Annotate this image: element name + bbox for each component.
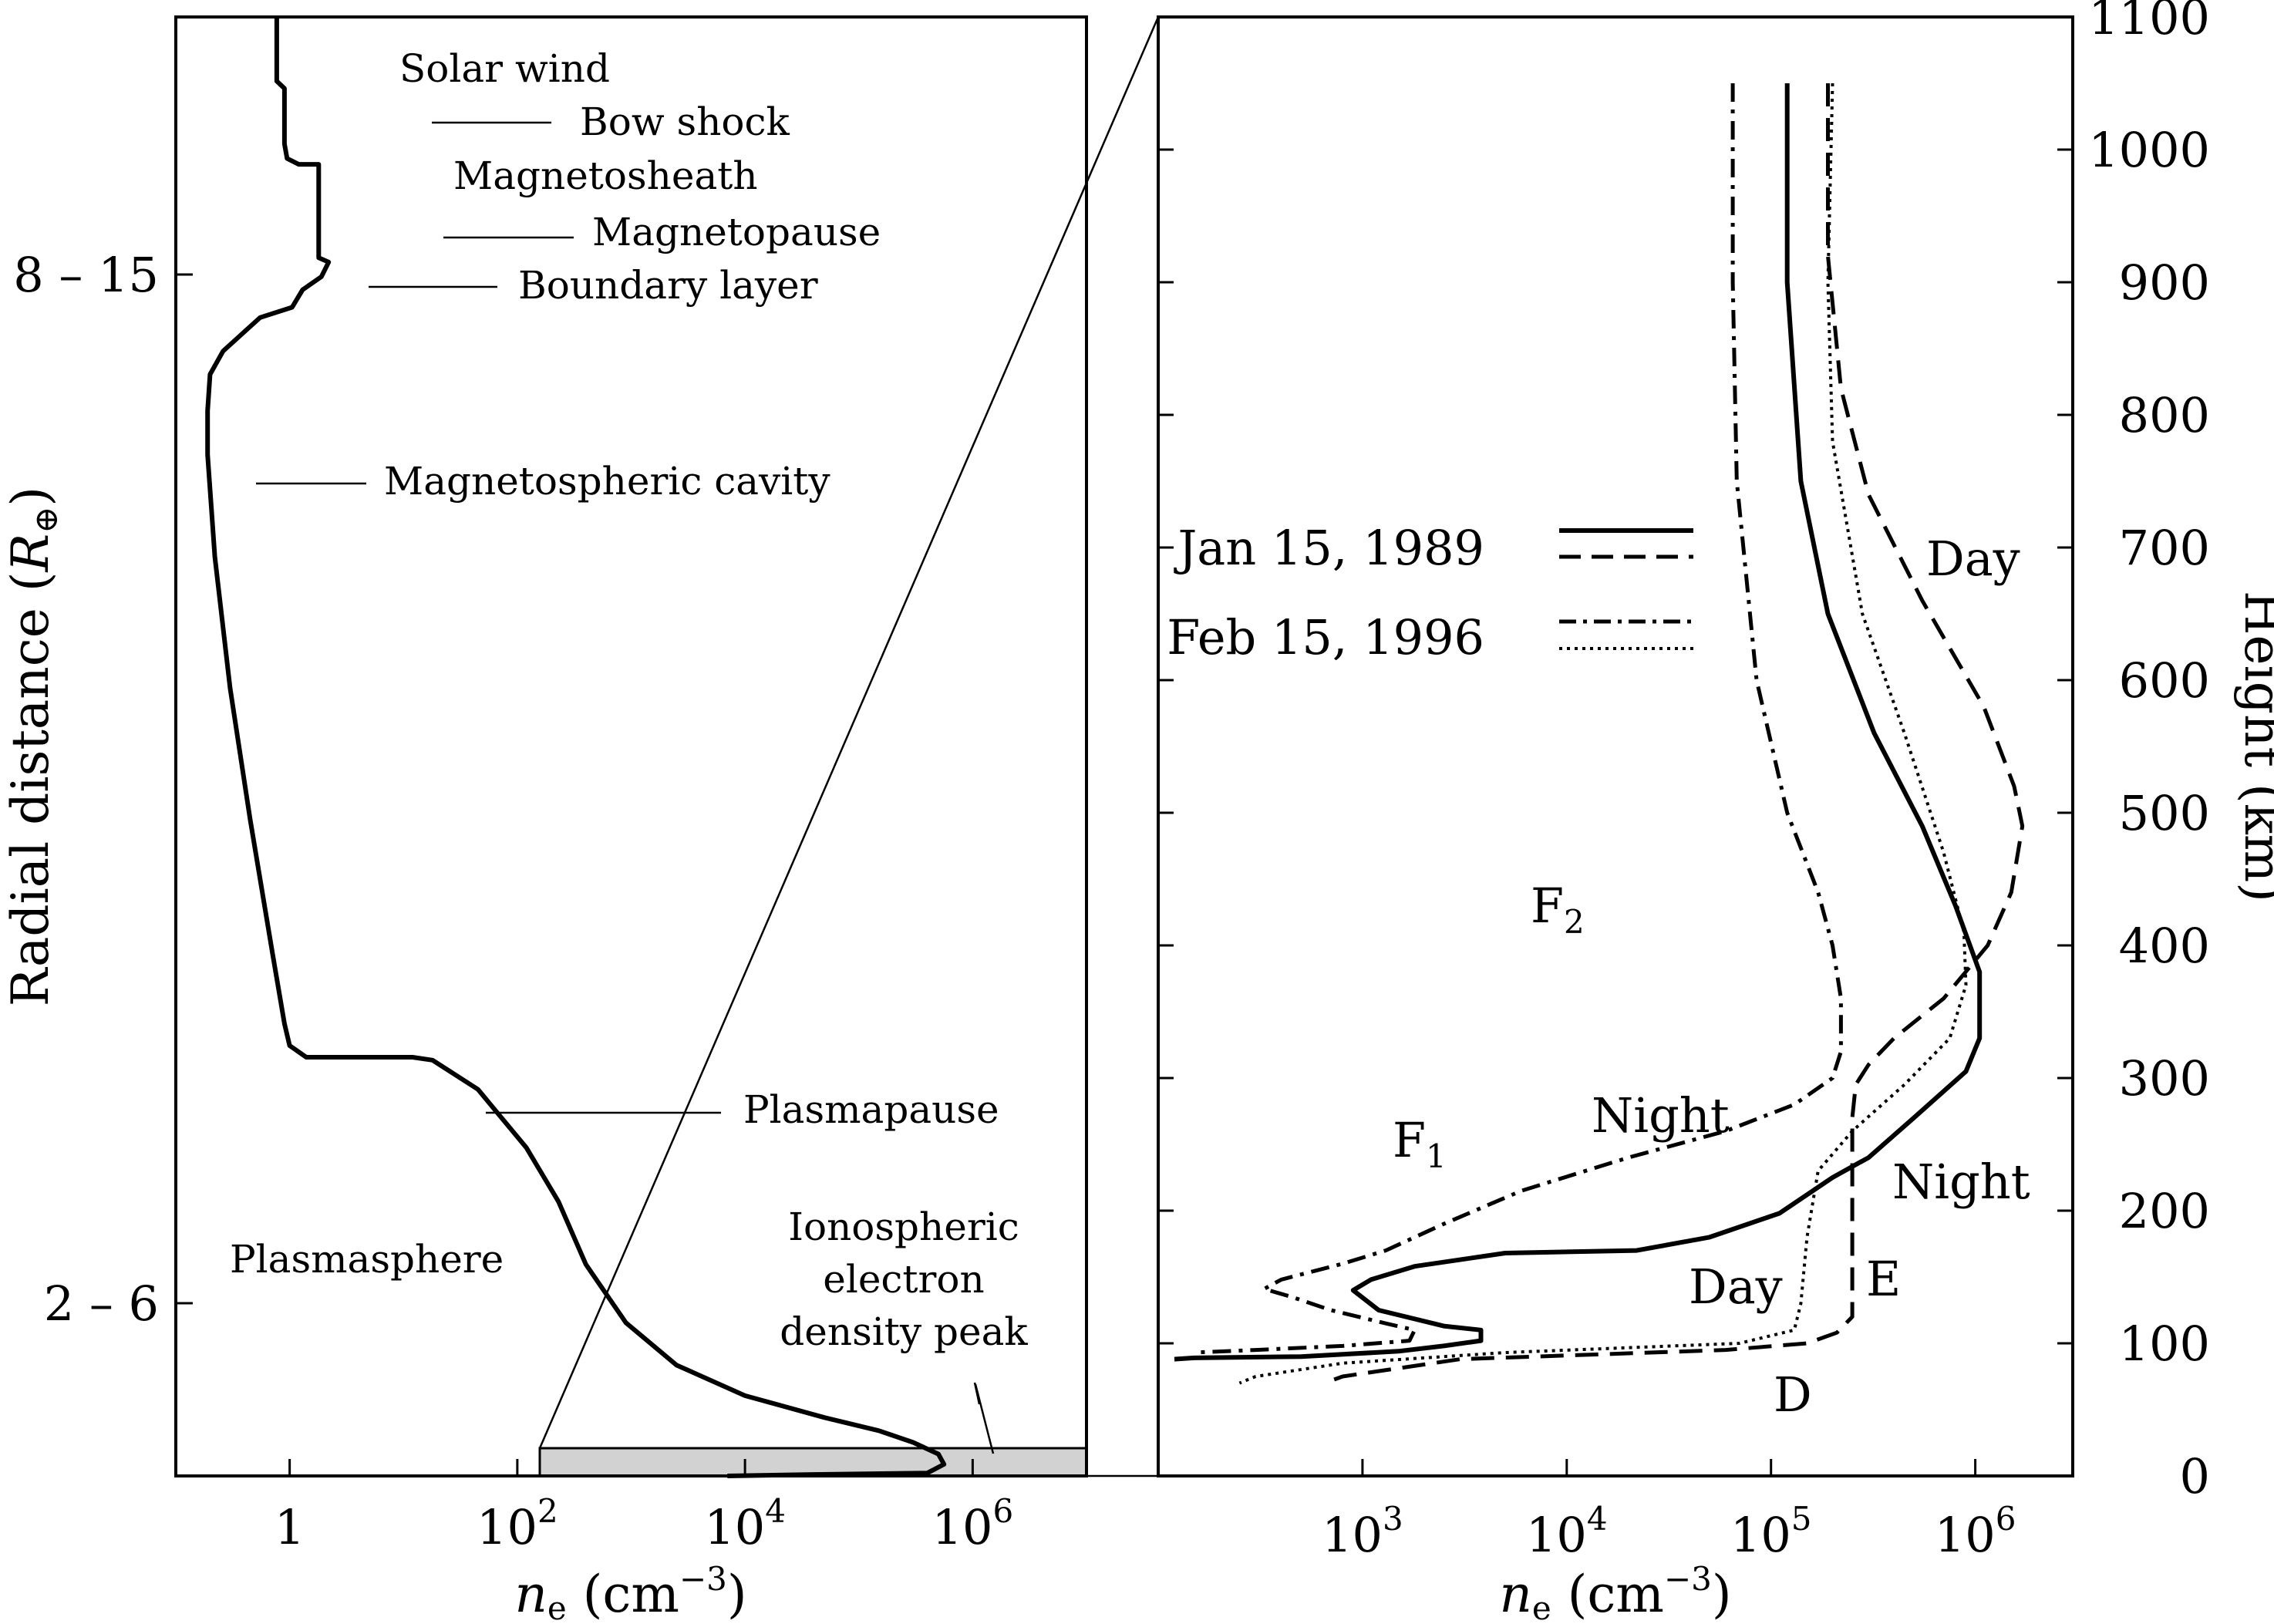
right-y-ticks: 0 100 200 300 400 500 600 700 800 900 1000 1100 <box>1158 0 2210 1504</box>
right-y-tick-label: 900 <box>2119 254 2210 311</box>
label-e-layer: E <box>1866 1251 1901 1307</box>
left-y-axis-title: Radial distance (R⊕) <box>1 487 65 1006</box>
label-magnetospheric-cavity: Magnetospheric cavity <box>384 459 830 504</box>
right-y-tick-label: 500 <box>2119 785 2210 841</box>
left-y-tick-label: 2 – 6 <box>44 1275 159 1332</box>
label-ionospheric: Ionospheric <box>788 1205 1019 1249</box>
label-solar-wind: Solar wind <box>399 46 610 91</box>
label-bow-shock: Bow shock <box>580 99 790 144</box>
left-x-axis-title: ne (cm−3) <box>514 1560 746 1624</box>
label-day-lower: Day <box>1689 1258 1783 1315</box>
left-y-tick-label: 8 – 15 <box>13 247 159 303</box>
right-y-tick-label: 1100 <box>2088 0 2210 45</box>
legend-label-1989: Jan 15, 1989 <box>1173 520 1484 576</box>
label-density-peak: density peak <box>780 1309 1028 1354</box>
left-leader-lines <box>256 121 995 1454</box>
right-y-tick-label: 100 <box>2119 1316 2210 1372</box>
left-x-tick-label: 106 <box>932 1492 1014 1555</box>
right-y-tick-label: 0 <box>2180 1448 2210 1504</box>
left-x-tick-label: 1 <box>275 1499 305 1555</box>
label-magnetopause: Magnetopause <box>592 210 881 254</box>
right-y-axis-title: Height (km) <box>2233 591 2274 902</box>
label-boundary-layer: Boundary layer <box>518 263 818 308</box>
label-f2-layer: F2 <box>1531 878 1585 941</box>
right-x-tick-label: 105 <box>1730 1500 1812 1563</box>
left-panel: 1 102 104 106 8 – 15 2 – 6 Solar wind Bow sh… <box>1 15 1088 1624</box>
left-y-ticks: 8 – 15 2 – 6 <box>13 247 193 1332</box>
right-x-axis-title: ne (cm−3) <box>1499 1560 1731 1624</box>
left-shaded-band <box>538 1447 1088 1477</box>
label-plasmasphere: Plasmasphere <box>230 1237 504 1282</box>
right-plot-frame <box>1157 15 2074 1477</box>
right-y-tick-label: 700 <box>2119 520 2210 576</box>
series-dotted-day <box>1238 83 1968 1385</box>
label-night-left: Night <box>1592 1087 1730 1144</box>
series-solid-night <box>1174 83 1983 1362</box>
label-d-layer: D <box>1774 1366 1812 1423</box>
right-y-tick-label: 1000 <box>2088 122 2210 178</box>
series-dashdot-night <box>1194 83 1843 1355</box>
right-y-tick-label: 400 <box>2119 918 2210 974</box>
right-panel: 103 104 105 106 0 100 200 300 400 500 600 700 800 90… <box>1157 0 2274 1624</box>
left-density-curve <box>205 17 947 1478</box>
legend-label-1996: Feb 15, 1996 <box>1167 609 1484 665</box>
right-x-tick-label: 103 <box>1322 1500 1403 1563</box>
series-dashed-day <box>1323 83 2025 1385</box>
right-y-tick-label: 300 <box>2119 1050 2210 1107</box>
left-x-tick-label: 102 <box>477 1492 558 1555</box>
legend: Jan 15, 1989 Feb 15, 1996 <box>1167 520 1693 665</box>
left-plot-frame <box>174 15 1088 1477</box>
right-series <box>1174 83 2025 1385</box>
label-electron: electron <box>823 1257 984 1302</box>
right-y-tick-label: 200 <box>2119 1183 2210 1239</box>
zoom-connector-lines <box>538 16 1160 1477</box>
right-y-tick-label: 600 <box>2119 652 2210 709</box>
label-night-right: Night <box>1892 1154 2030 1210</box>
label-magnetosheath: Magnetosheath <box>453 153 758 198</box>
left-x-ticks: 1 102 104 106 <box>275 1459 1013 1555</box>
right-x-tick-label: 104 <box>1526 1500 1608 1563</box>
right-y-tick-label: 800 <box>2119 387 2210 443</box>
label-plasmapause: Plasmapause <box>743 1087 999 1132</box>
right-x-tick-label: 106 <box>1935 1500 2016 1563</box>
left-x-tick-label: 104 <box>704 1492 786 1555</box>
right-x-ticks: 103 104 105 106 <box>1322 1459 2016 1563</box>
label-day-upper: Day <box>1926 531 2020 587</box>
label-f1-layer: F1 <box>1393 1112 1447 1175</box>
